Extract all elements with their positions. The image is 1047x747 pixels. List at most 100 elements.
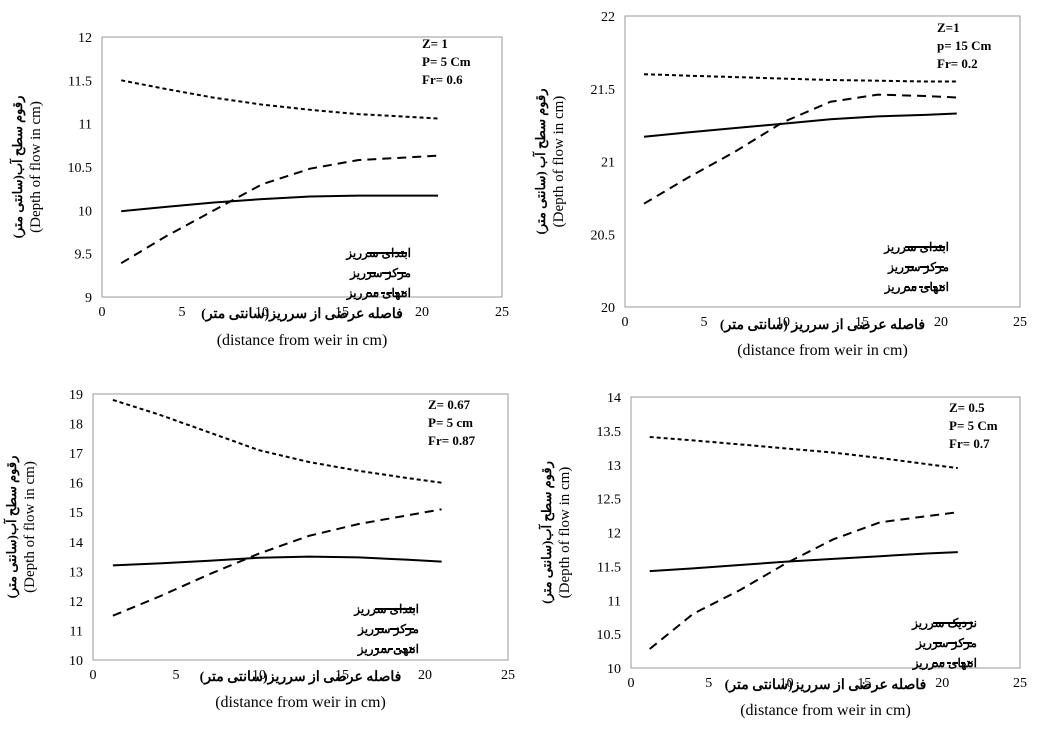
chart-annotation: Fr= 0.2 bbox=[937, 56, 978, 71]
x-tick-label: 15 bbox=[335, 668, 349, 683]
chart-annotation: Z= 1 bbox=[422, 36, 448, 51]
legend: ابتدای سرریز مرکز سرریز انتهای سرریز bbox=[345, 246, 411, 301]
series-line-solid bbox=[112, 555, 442, 567]
chart-annotation: Fr= 0.7 bbox=[949, 436, 990, 451]
series-line-dashed bbox=[649, 511, 958, 650]
x-tick-label: 15 bbox=[855, 315, 869, 330]
series-line-dashed bbox=[120, 154, 439, 265]
y-tick-label: 20 bbox=[601, 301, 615, 316]
x-tick-label: 20 bbox=[934, 315, 948, 330]
chart-panel-4: 0 5 10 15 20 25 10 10.5 11 11.5 12 12.5 13 13.5 14 Z= 0… bbox=[538, 391, 1027, 719]
x-axis-label-english: (distance from weir in cm) bbox=[215, 694, 386, 711]
x-tick-label: 20 bbox=[418, 668, 432, 683]
legend-label: ابتدای سرریز bbox=[353, 602, 419, 617]
y-tick-label: 22 bbox=[601, 10, 615, 25]
chart-panel-1: 0 5 10 15 20 25 9 9.5 10 10.5 11 11.5 12 Z= 1 P= 5 Cm F… bbox=[9, 31, 509, 349]
legend-label: انتهای سرریز bbox=[346, 286, 411, 301]
legend-label: انتهای سرریز bbox=[912, 656, 977, 671]
x-tick-label: 15 bbox=[335, 305, 349, 320]
y-axis-label-english: (Depth of flow in cm) bbox=[22, 461, 38, 593]
series-line-dashed bbox=[643, 93, 957, 205]
legend-label: مرکز سرریز bbox=[915, 636, 977, 651]
x-axis-label: فاصله عرضی از سرریز(سانتی متر) bbox=[725, 678, 927, 693]
x-axis-label: فاصله عرضی از سرریز (سانتی متر) bbox=[720, 318, 925, 333]
y-tick-label: 17 bbox=[69, 447, 83, 462]
x-axis-label: فاصله عرضی از سرریز(سانتی متر) bbox=[200, 670, 402, 685]
series-line-dotted bbox=[643, 73, 957, 83]
legend-label: انتهی سرریز bbox=[357, 642, 419, 657]
y-tick-label: 11 bbox=[79, 118, 92, 133]
x-axis-label-english: (distance from weir in cm) bbox=[740, 702, 911, 719]
series-line-dashed bbox=[112, 508, 442, 617]
y-tick-label: 10 bbox=[607, 662, 621, 677]
legend-label: مرکز سرریز bbox=[357, 622, 419, 637]
legend-label: ابتدای سرریز bbox=[345, 246, 411, 261]
chart-annotation: P= 5 Cm bbox=[422, 54, 471, 69]
legend-label: مرکز سرریز bbox=[887, 260, 949, 275]
x-tick-label: 25 bbox=[1013, 315, 1027, 330]
y-axis-label: رقوم سطح آب (سانتی متر) bbox=[532, 88, 549, 234]
y-tick-label: 14 bbox=[607, 391, 621, 406]
y-tick-label: 19 bbox=[69, 388, 83, 403]
x-axis-label-english: (distance from weir in cm) bbox=[737, 342, 908, 359]
legend-label: انتهای سرریز bbox=[884, 280, 949, 295]
x-tick-label: 10 bbox=[776, 315, 790, 330]
y-tick-label: 11.5 bbox=[68, 74, 92, 89]
y-tick-label: 13 bbox=[69, 565, 83, 580]
chart-annotation: Fr= 0.87 bbox=[428, 433, 476, 448]
y-tick-label: 21.5 bbox=[591, 83, 616, 98]
series-line-solid bbox=[121, 194, 438, 213]
x-tick-label: 20 bbox=[415, 305, 429, 320]
x-tick-label: 5 bbox=[705, 676, 712, 691]
y-tick-label: 20.5 bbox=[591, 228, 616, 243]
x-tick-label: 25 bbox=[1013, 676, 1027, 691]
x-tick-label: 10 bbox=[255, 305, 269, 320]
chart-annotation: Fr= 0.6 bbox=[422, 72, 463, 87]
chart-panel-2: 0 5 10 15 20 25 20 20.5 21 21.5 22 Z=1 p= 15 Cm Fr= 0… bbox=[532, 10, 1027, 359]
x-tick-label: 10 bbox=[252, 668, 266, 683]
y-tick-label: 10 bbox=[69, 654, 83, 669]
legend-label: مرکز سرریز bbox=[349, 266, 411, 281]
y-tick-label: 13 bbox=[607, 459, 621, 474]
y-axis-label-english: (Depth of flow in cm) bbox=[557, 467, 573, 599]
plot-frame bbox=[92, 393, 509, 661]
y-axis-label: رقوم سطح آب(سانتی متر) bbox=[9, 96, 26, 239]
chart-annotation: Z=1 bbox=[937, 20, 960, 35]
plot-frame bbox=[624, 15, 1021, 308]
y-tick-label: 13.5 bbox=[597, 425, 622, 440]
chart-annotation: P= 5 Cm bbox=[949, 418, 998, 433]
y-tick-label: 12 bbox=[607, 527, 621, 542]
y-axis-label: رقوم سطح آب(سانتی متر) bbox=[538, 461, 555, 604]
y-tick-label: 11 bbox=[608, 594, 621, 609]
y-tick-label: 12.5 bbox=[597, 493, 622, 508]
y-tick-label: 18 bbox=[69, 418, 83, 433]
x-tick-label: 25 bbox=[495, 305, 509, 320]
chart-annotation: P= 5 cm bbox=[428, 415, 473, 430]
x-tick-label: 0 bbox=[99, 305, 106, 320]
y-tick-label: 9 bbox=[85, 291, 92, 306]
x-tick-label: 0 bbox=[90, 668, 97, 683]
chart-panel-3: 0 5 10 15 20 25 10 11 12 13 14 15 16 17 18 19 Z= 0.67 P= … bbox=[3, 388, 515, 711]
y-tick-label: 12 bbox=[69, 595, 83, 610]
chart-annotation: Z= 0.67 bbox=[428, 397, 471, 412]
y-tick-label: 11 bbox=[70, 624, 83, 639]
x-tick-label: 5 bbox=[173, 668, 180, 683]
x-tick-label: 15 bbox=[857, 676, 871, 691]
y-tick-label: 9.5 bbox=[75, 248, 93, 263]
x-tick-label: 25 bbox=[501, 668, 515, 683]
plot-frame bbox=[101, 36, 503, 298]
y-tick-label: 10.5 bbox=[68, 161, 93, 176]
legend-label: ابتدای سرریز bbox=[883, 240, 949, 255]
y-tick-label: 11.5 bbox=[597, 560, 621, 575]
y-tick-label: 10.5 bbox=[597, 628, 622, 643]
x-tick-label: 20 bbox=[935, 676, 949, 691]
x-tick-label: 5 bbox=[701, 315, 708, 330]
y-axis-label-english: (Depth of flow in cm) bbox=[28, 101, 44, 233]
y-axis-label: رقوم سطح آب(سانتی متر) bbox=[3, 456, 20, 599]
series-line-dotted bbox=[121, 79, 439, 120]
plot-frame bbox=[630, 396, 1021, 669]
series-line-dotted bbox=[112, 398, 442, 484]
x-tick-label: 10 bbox=[780, 676, 794, 691]
y-tick-label: 10 bbox=[78, 204, 92, 219]
